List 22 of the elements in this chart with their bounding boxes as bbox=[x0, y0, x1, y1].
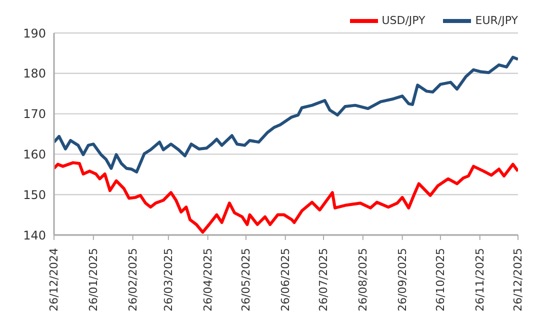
y-tick-label: 170 bbox=[23, 107, 46, 122]
x-tick-label: 26/12/2024 bbox=[48, 248, 60, 312]
legend-label: EUR/JPY bbox=[475, 14, 518, 27]
line-series bbox=[54, 56, 518, 174]
y-tick-label: 160 bbox=[23, 147, 46, 162]
x-tick-label: 26/03/2025 bbox=[162, 248, 175, 312]
x-tick-label: 26/06/2025 bbox=[278, 248, 292, 312]
x-tick-label: 26/05/2025 bbox=[239, 248, 252, 312]
x-tick-label: 26/02/2025 bbox=[126, 248, 140, 312]
x-tick-label: 26/08/2025 bbox=[356, 248, 370, 312]
y-tick-label: 190 bbox=[23, 26, 46, 40]
x-tick-label: 26/12/2025 bbox=[512, 248, 524, 312]
x-tick-label: 26/01/2025 bbox=[86, 248, 100, 312]
y-tick-label: 140 bbox=[23, 228, 46, 242]
legend-label: USD/JPY bbox=[382, 14, 426, 27]
x-tick-label: 26/07/2025 bbox=[317, 248, 330, 312]
x-tick-label: 26/09/2025 bbox=[396, 248, 409, 312]
x-tick-label: 26/04/2025 bbox=[201, 248, 214, 312]
x-tick-label: 26/11/2025 bbox=[473, 248, 486, 312]
y-tick-label: 180 bbox=[23, 66, 46, 81]
y-tick-label: 150 bbox=[23, 188, 46, 202]
x-tick-label: 26/10/2025 bbox=[434, 248, 447, 312]
